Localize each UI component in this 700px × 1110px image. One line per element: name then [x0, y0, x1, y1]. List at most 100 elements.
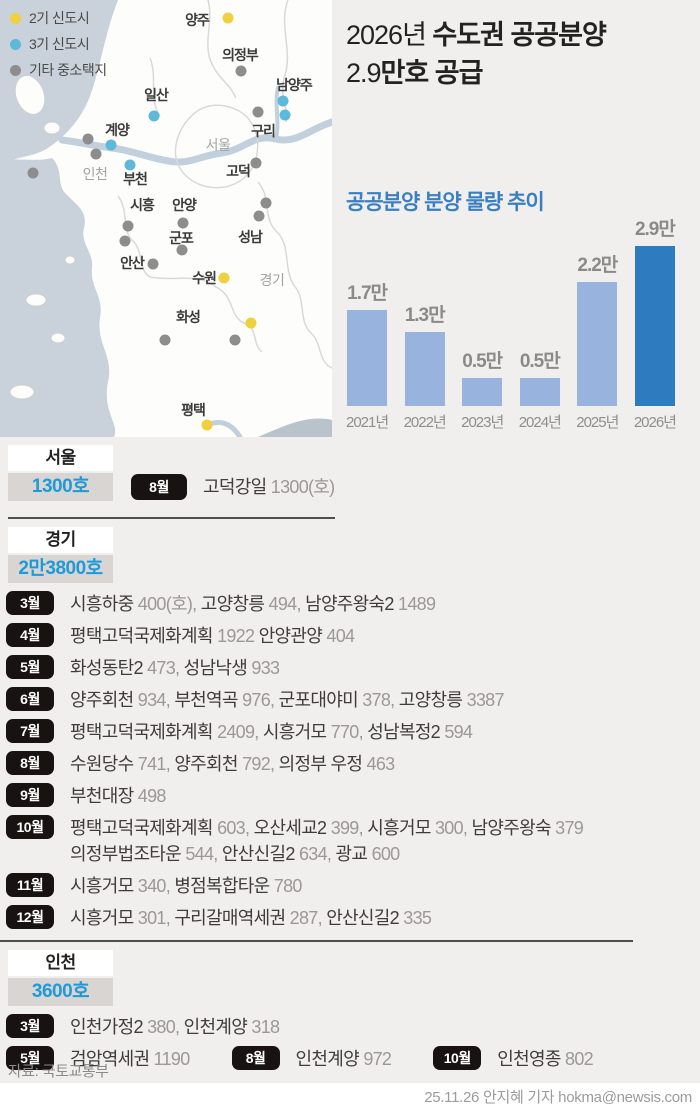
- schedule-row: 5월 검암역세권 1190 8월 인천계양 972 10월 인천영종 802: [6, 1046, 700, 1072]
- schedule-entries: 인천영종 802: [497, 1046, 593, 1072]
- region-name-box: 인천: [8, 950, 113, 976]
- second-newtown-dot-icon: [201, 419, 213, 431]
- schedule-entries: 검암역세권 1190: [70, 1046, 190, 1072]
- city-label: 양주: [185, 12, 210, 28]
- site-units: 802: [565, 1049, 594, 1069]
- other-newtown-dot-icon: [147, 258, 159, 270]
- second-newtown-dot-icon: [222, 12, 234, 24]
- site-name: 인천가정2: [70, 1017, 143, 1037]
- title-main: 수도권 공공분양: [432, 20, 606, 50]
- bar-value-label: 0.5만: [519, 351, 561, 372]
- site-name: 성남낙생: [183, 658, 248, 678]
- schedule-row: 3월 시흥하중 400(호), 고양창릉 494, 남양주왕숙2 1489: [6, 591, 700, 617]
- month-badge: 10월: [433, 1046, 482, 1070]
- site-name: 평택고덕국제화계획: [70, 626, 213, 646]
- third-newtown-dot-icon: [279, 109, 291, 121]
- site-name: 고양창릉: [398, 690, 463, 710]
- site-units: 792,: [242, 754, 275, 774]
- region-section-0: 서울 1300호 8월 고덕강일 1300(호): [0, 445, 700, 501]
- site-name: 남양주왕숙: [471, 818, 552, 838]
- site-units: 1922: [217, 626, 255, 646]
- month-badge: 5월: [6, 1046, 54, 1070]
- chart-column: 2.9만 2026년: [634, 214, 677, 432]
- site-name: 군포대야미: [278, 690, 359, 710]
- site-units: 318: [251, 1017, 280, 1037]
- schedule-entries: 양주회천 934, 부천역곡 976, 군포대야미 378, 고양창릉 3387: [70, 687, 505, 713]
- schedule-row: 12월 시흥거모 301, 구리갈매역세권 287, 안산신길2 335: [6, 905, 700, 931]
- bar: [347, 310, 388, 406]
- coast-southeast: [258, 418, 332, 437]
- schedule-segment: 8월 인천계양 972: [231, 1046, 392, 1072]
- bar: [519, 378, 560, 406]
- schedule-entries: 시흥거모 340, 병점복합타운 780: [70, 873, 302, 899]
- city-label: 남양주: [276, 77, 313, 93]
- site-units: 976,: [242, 690, 275, 710]
- schedule-entries: 고덕강일 1300(호): [203, 474, 335, 500]
- site-name: 시흥거모: [367, 818, 431, 838]
- site-units: 600: [371, 844, 401, 864]
- chart-column: 0.5만 2024년: [518, 214, 562, 432]
- page-title: 2026년 수도권 공공분양 2.9만호 공급: [346, 16, 607, 92]
- legend-item: 기타 중소택지: [10, 60, 107, 80]
- city-label: 부천: [123, 171, 147, 187]
- second-newtown-dot-icon: [245, 317, 257, 329]
- other-newtown-dot-icon: [235, 65, 247, 77]
- month-badge: 5월: [6, 655, 54, 679]
- bar-category-label: 2025년: [576, 414, 619, 431]
- other-newtown-dot-icon: [177, 217, 189, 229]
- other-newtown-dot-icon: [90, 148, 102, 160]
- site-units: 933: [251, 658, 280, 678]
- other-newtown-dot-icon: [122, 220, 134, 232]
- bar-category-label: 2022년: [403, 414, 447, 431]
- site-units: 400(호),: [137, 594, 197, 614]
- chart-bar-group: 0.5만: [519, 214, 561, 406]
- site-name: 고덕강일: [203, 477, 267, 497]
- schedule-segment: 3월 인천가정2 380, 인천계양 318: [6, 1014, 280, 1040]
- site-name: 인천계양: [183, 1017, 248, 1037]
- province-label: 인천: [83, 166, 108, 182]
- bar-value-label: 1.7만: [347, 283, 388, 304]
- schedule-segment: 3월 시흥하중 400(호), 고양창릉 494, 남양주왕숙2 1489: [6, 591, 436, 617]
- third-newtown-dot-icon: [124, 159, 136, 171]
- site-units: 463: [366, 754, 396, 774]
- legend-dot-icon: [10, 12, 21, 24]
- schedule-row: 10월 평택고덕국제화계획 603, 오산세교2 399, 시흥거모 300, 남…: [6, 815, 700, 867]
- schedule-segment: 5월 화성동탄2 473, 성남낙생 933: [6, 655, 280, 681]
- city-label: 군포: [169, 230, 194, 246]
- schedule-segment: 6월 양주회천 934, 부천역곡 976, 군포대야미 378, 고양창릉 33…: [6, 687, 505, 713]
- site-units: 2409,: [217, 722, 259, 742]
- site-name: 안양관양: [258, 626, 323, 646]
- city-label: 시흥: [130, 197, 155, 213]
- bar: [462, 378, 503, 406]
- month-badge: 7월: [6, 719, 54, 743]
- site-name: 병점복합타운: [174, 876, 270, 896]
- bar-category-label: 2024년: [518, 414, 562, 431]
- site-name: 성남복정2: [367, 722, 440, 742]
- bar-value-label: 1.3만: [404, 305, 446, 326]
- month-badge: 3월: [6, 1014, 54, 1038]
- schedule-row: 8월 수원당수 741, 양주회천 792, 의정부 우정 463: [6, 751, 700, 777]
- right-panel: 2026년 수도권 공공분양 2.9만호 공급 공공분양 분양 물량 추이 1.…: [332, 0, 700, 437]
- section-divider: [8, 517, 335, 519]
- title-amount: 2.9: [346, 58, 382, 88]
- chart-bar-group: 1.3만: [404, 214, 446, 406]
- legend-item: 3기 신도시: [10, 34, 107, 54]
- schedule-segment: 5월 검암역세권 1190: [6, 1046, 190, 1072]
- site-units: 300,: [435, 818, 468, 838]
- city-label: 계양: [105, 122, 130, 138]
- other-newtown-dot-icon: [229, 334, 241, 346]
- city-label: 성남: [238, 229, 263, 245]
- site-units: 399,: [330, 818, 364, 838]
- chart-column: 1.7만 2021년: [346, 214, 389, 432]
- schedule-rows: 3월 시흥하중 400(호), 고양창릉 494, 남양주왕숙2 1489 4월 평택…: [6, 591, 700, 931]
- chart-column: 1.3만 2022년: [403, 214, 447, 432]
- city-dots: [27, 12, 291, 431]
- region-total-line: 2만3800호: [8, 555, 700, 583]
- title-year: 2026년: [346, 20, 427, 50]
- site-name: 평택고덕국제화계획: [70, 818, 213, 838]
- site-units: 972: [363, 1049, 392, 1069]
- schedule-row: 9월 부천대장 498: [6, 783, 700, 809]
- schedule-rows: 3월 인천가정2 380, 인천계양 318 5월 검암역세권 1190 8월 인천계양 …: [6, 1014, 700, 1072]
